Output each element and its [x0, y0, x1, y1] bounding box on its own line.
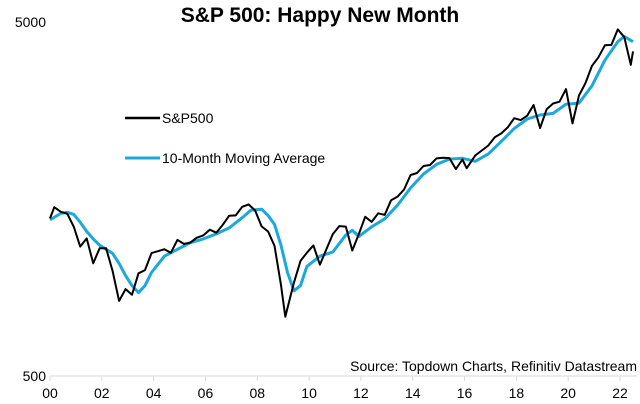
x-tick-label: 22 [612, 385, 628, 401]
x-tick-label: 04 [146, 385, 162, 401]
legend: S&P500 10-Month Moving Average [125, 110, 325, 166]
legend-label-sp500: S&P500 [162, 110, 214, 126]
chart-title: S&P 500: Happy New Month [180, 4, 460, 27]
x-tick-label: 08 [249, 385, 265, 401]
y-tick-label: 5000 [15, 14, 46, 30]
source-note: Source: Topdown Charts, Refinitiv Datast… [350, 358, 637, 374]
legend-label-moving-average: 10-Month Moving Average [162, 150, 325, 166]
series-line-moving-average [49, 35, 634, 295]
x-tick-label: 02 [94, 385, 110, 401]
x-tick-label: 10 [301, 385, 317, 401]
x-tick-label: 18 [509, 385, 525, 401]
x-tick-label: 06 [198, 385, 214, 401]
x-tick-label: 12 [353, 385, 369, 401]
x-tick-label: 00 [42, 385, 58, 401]
x-tick-label: 16 [457, 385, 473, 401]
y-tick-label: 500 [23, 368, 47, 384]
series-line-sp500 [49, 28, 634, 318]
x-tick-label: 20 [560, 385, 576, 401]
x-tick-label: 14 [405, 385, 421, 401]
